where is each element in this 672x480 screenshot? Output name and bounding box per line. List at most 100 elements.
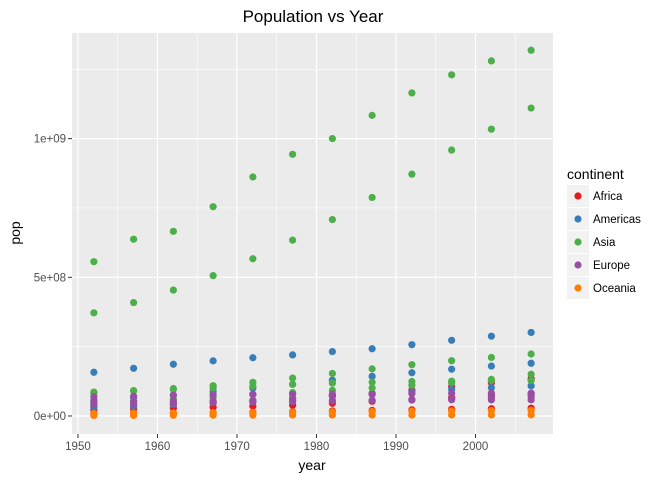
data-point-americas	[408, 341, 416, 349]
data-point-asia	[368, 193, 376, 202]
data-point-asia	[487, 353, 495, 362]
data-point-americas	[487, 332, 495, 340]
data-point-asia	[487, 375, 495, 383]
data-point-asia	[527, 104, 535, 112]
legend-swatch-asia	[574, 238, 582, 246]
data-point-asia	[527, 46, 535, 54]
data-point-americas	[527, 359, 535, 367]
data-point-americas	[328, 347, 336, 356]
data-point-asia	[169, 384, 177, 393]
legend-label-americas: Americas	[593, 214, 641, 226]
data-point-asia	[368, 365, 376, 373]
data-point-asia	[130, 387, 138, 395]
data-point-americas	[209, 357, 217, 365]
data-point-oceania	[130, 411, 138, 419]
data-point-americas	[487, 383, 495, 392]
data-point-europe	[487, 393, 495, 402]
data-point-asia	[527, 350, 535, 358]
data-point-asia	[448, 357, 456, 365]
data-point-asia	[130, 235, 138, 243]
data-point-asia	[289, 380, 297, 388]
data-point-asia	[408, 170, 416, 178]
legend-label-africa: Africa	[593, 191, 623, 203]
data-point-americas	[130, 364, 138, 372]
data-point-asia	[487, 125, 495, 133]
data-point-europe	[90, 393, 98, 401]
data-point-asia	[289, 150, 297, 158]
data-point-oceania	[527, 411, 535, 419]
legend-title: continent	[567, 166, 624, 182]
data-point-asia	[130, 298, 138, 307]
data-point-americas	[368, 345, 376, 353]
data-point-asia	[249, 255, 257, 263]
data-point-asia	[90, 258, 98, 266]
data-point-europe	[368, 396, 376, 405]
data-point-europe	[328, 397, 336, 405]
legend-label-europe: Europe	[593, 260, 630, 272]
data-point-americas	[90, 368, 98, 376]
data-point-europe	[169, 391, 177, 400]
y-tick-label: 1e+09	[34, 134, 66, 146]
x-tick-label: 1980	[304, 441, 330, 453]
data-point-asia	[169, 286, 177, 294]
legend: continent Africa Americas Asia Europe Oceani…	[567, 166, 641, 299]
data-point-europe	[289, 390, 297, 398]
data-point-americas	[527, 382, 535, 390]
y-axis-title: pop	[7, 221, 23, 245]
data-point-asia	[249, 173, 257, 181]
y-tick-label: 5e+08	[34, 272, 66, 284]
data-point-asia	[209, 382, 217, 390]
data-point-asia	[408, 381, 416, 389]
chart-title: Population vs Year	[243, 7, 384, 26]
data-point-europe	[249, 398, 257, 406]
data-point-asia	[90, 309, 98, 317]
legend-items: Africa Americas Asia Europe Oceania	[567, 185, 641, 299]
data-point-oceania	[487, 411, 495, 419]
data-point-oceania	[289, 411, 297, 419]
data-point-asia	[448, 146, 456, 154]
data-point-europe	[209, 399, 217, 407]
data-point-oceania	[249, 411, 257, 419]
data-point-americas	[289, 351, 297, 359]
data-point-asia	[328, 369, 336, 378]
data-point-asia	[408, 89, 416, 97]
x-tick-label: 1970	[224, 441, 250, 453]
data-point-asia	[408, 361, 416, 369]
data-point-europe	[249, 390, 257, 398]
data-point-asia	[209, 203, 217, 211]
legend-swatch-americas	[574, 215, 582, 223]
data-point-asia	[448, 379, 456, 387]
legend-label-oceania: Oceania	[593, 283, 636, 295]
data-point-americas	[448, 365, 456, 373]
data-point-asia	[448, 71, 456, 79]
data-point-europe	[328, 390, 336, 398]
data-point-oceania	[448, 411, 456, 419]
y-tick-label: 0e+00	[34, 411, 66, 423]
data-point-europe	[527, 392, 535, 400]
data-point-americas	[408, 369, 416, 377]
data-point-europe	[130, 400, 138, 408]
data-point-europe	[130, 392, 138, 400]
data-point-asia	[368, 384, 376, 392]
data-point-oceania	[328, 411, 336, 419]
data-point-europe	[289, 398, 297, 406]
legend-swatch-africa	[574, 192, 582, 200]
x-tick-label: 2000	[463, 441, 489, 453]
data-point-asia	[328, 216, 336, 224]
data-point-asia	[169, 227, 177, 235]
data-point-americas	[527, 328, 535, 337]
data-point-europe	[408, 390, 416, 398]
data-point-europe	[448, 389, 456, 397]
x-tick-label: 1990	[383, 441, 409, 453]
data-point-europe	[448, 395, 456, 403]
x-axis-title: year	[298, 457, 326, 473]
x-tick-label: 1950	[65, 441, 91, 453]
data-point-americas	[448, 336, 456, 344]
data-point-asia	[209, 272, 217, 280]
data-point-asia	[368, 111, 376, 119]
data-point-americas	[169, 360, 177, 368]
data-point-europe	[368, 390, 376, 399]
legend-swatch-oceania	[574, 284, 582, 292]
data-point-oceania	[169, 411, 177, 419]
